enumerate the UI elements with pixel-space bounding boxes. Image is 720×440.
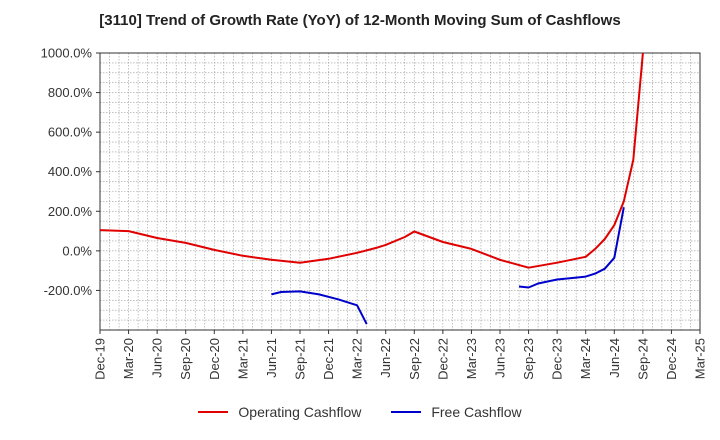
- x-tick-label: Jun-23: [493, 338, 508, 378]
- series-layer: [100, 53, 644, 325]
- x-tick-label: Dec-19: [93, 338, 108, 380]
- axis-layer: 1000.0% 800.0% 600.0% 400.0% 200.0% 0.0% -200.…: [41, 46, 708, 380]
- legend-item-free: Free Cashflow: [391, 404, 522, 420]
- legend-swatch-free: [391, 411, 422, 413]
- x-tick-label: Sep-20: [178, 338, 193, 380]
- x-tick-label: Dec-20: [207, 338, 222, 380]
- x-tick-label: Dec-22: [435, 338, 450, 380]
- legend: Operating Cashflow Free Cashflow: [0, 404, 720, 420]
- x-tick-label: Jun-22: [378, 338, 393, 378]
- x-tick-label: Dec-21: [321, 338, 336, 380]
- y-tick-label: 200.0%: [48, 204, 93, 219]
- legend-swatch-operating: [198, 411, 229, 413]
- x-tick-label: Mar-25: [693, 338, 708, 379]
- x-tick-label: Sep-22: [407, 338, 422, 380]
- legend-label-free: Free Cashflow: [431, 404, 522, 420]
- y-tick-label: 600.0%: [48, 125, 93, 140]
- series-line-free-cashflow: [518, 207, 625, 289]
- x-tick-label: Mar-23: [464, 338, 479, 379]
- legend-label-operating: Operating Cashflow: [238, 404, 362, 420]
- grid-layer: [99, 52, 701, 330]
- x-tick-label: Jun-20: [150, 338, 165, 378]
- x-tick-label: Mar-24: [578, 338, 593, 379]
- chart-title: [3110] Trend of Growth Rate (YoY) of 12-…: [99, 12, 621, 29]
- x-tick-label: Sep-23: [521, 338, 536, 380]
- y-tick-label: 400.0%: [48, 164, 93, 179]
- x-tick-label: Sep-21: [293, 338, 308, 380]
- y-tick-label: 800.0%: [48, 85, 93, 100]
- legend-item-operating: Operating Cashflow: [198, 404, 361, 420]
- x-tick-label: Mar-21: [235, 338, 250, 379]
- series-line-operating-cashflow: [100, 53, 644, 269]
- x-tick-label: Dec-24: [664, 338, 679, 380]
- x-tick-label: Sep-24: [635, 338, 650, 380]
- x-tick-label: Jun-21: [264, 338, 279, 378]
- y-tick-label: 1000.0%: [41, 46, 93, 61]
- plot-frame: [99, 52, 701, 331]
- y-tick-label: 0.0%: [62, 243, 92, 258]
- x-tick-label: Dec-23: [550, 338, 565, 380]
- x-tick-label: Mar-22: [350, 338, 365, 379]
- x-tick-label: Mar-20: [121, 338, 136, 379]
- x-tick-label: Jun-24: [607, 338, 622, 378]
- series-line-free-cashflow: [271, 290, 368, 325]
- y-tick-label: -200.0%: [44, 283, 93, 298]
